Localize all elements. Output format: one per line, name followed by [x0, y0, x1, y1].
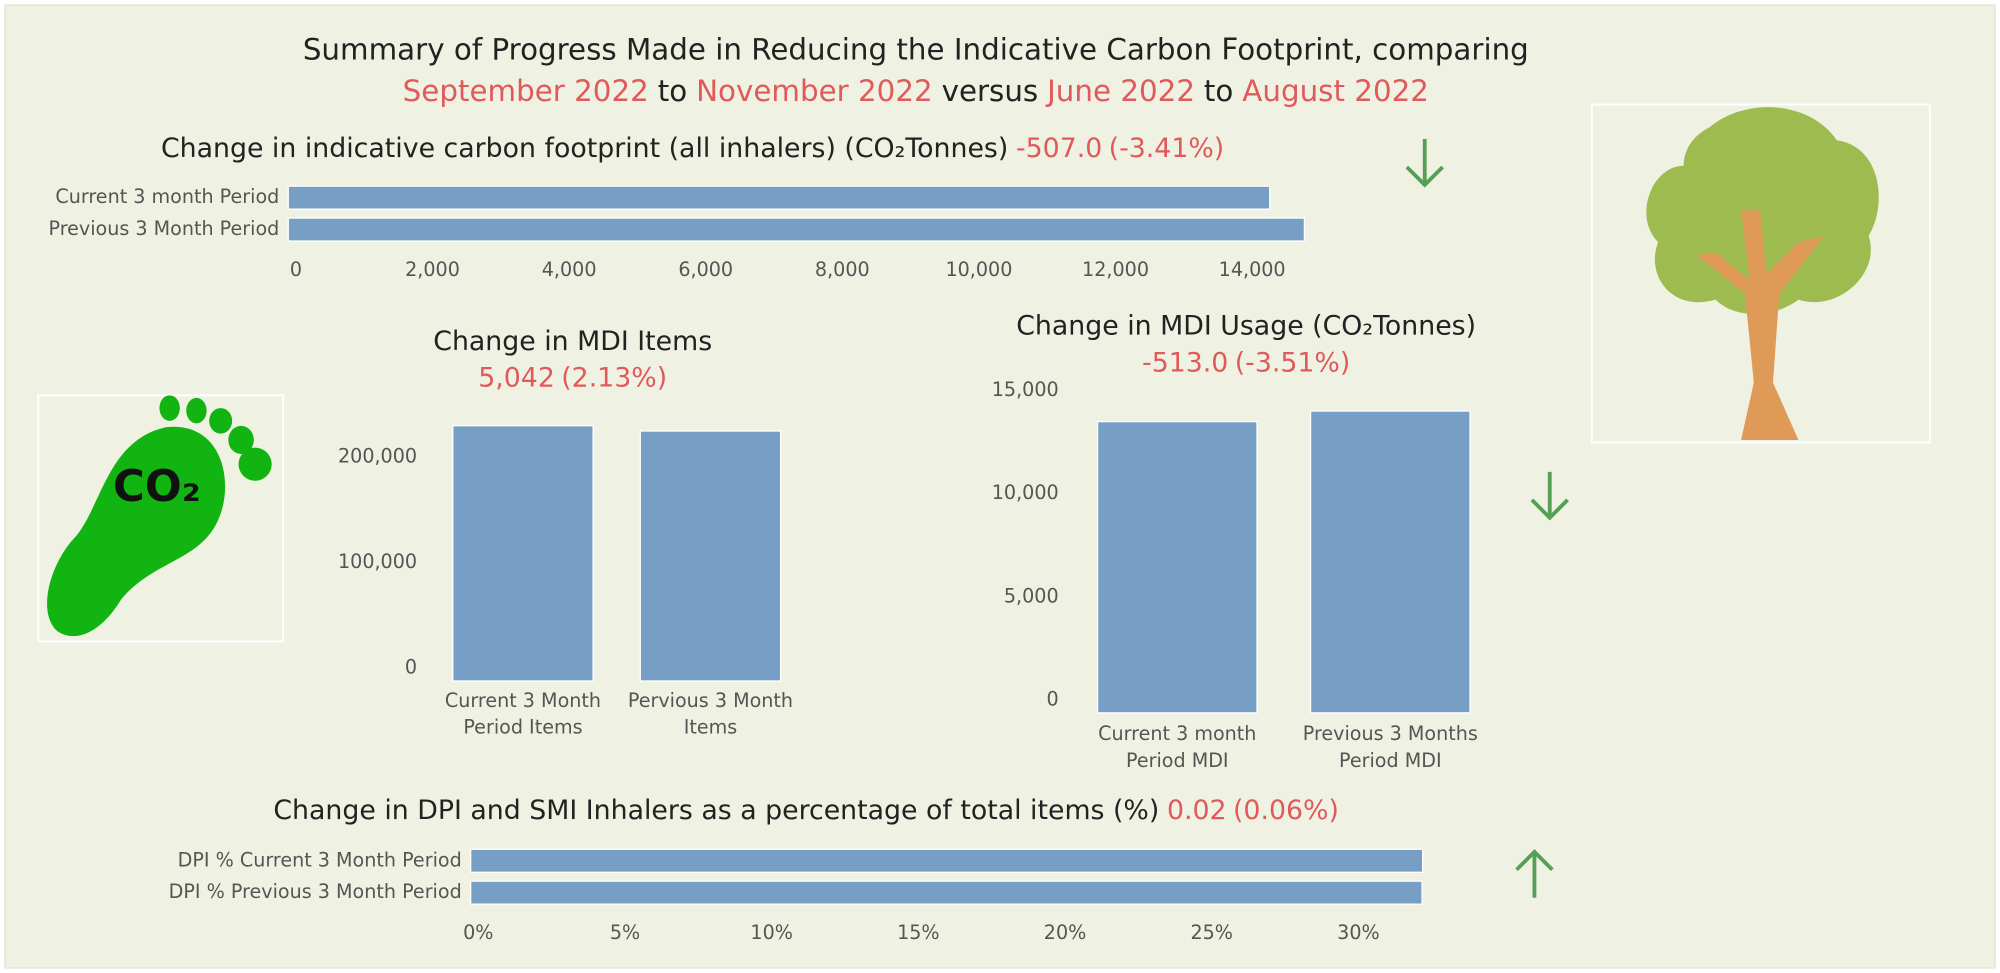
- x-tick-label: 25%: [1190, 921, 1233, 944]
- category-label: Pervious 3 Month: [628, 689, 793, 712]
- category-label: Previous 3 Month Period: [48, 217, 279, 240]
- category-label: Previous 3 Months: [1303, 722, 1478, 745]
- x-tick-label: 10,000: [945, 258, 1012, 281]
- category-label: Period MDI: [1126, 749, 1229, 772]
- change-value: -507.0: [1016, 133, 1102, 164]
- chart-change: -513.0(-3.51%): [1142, 347, 1350, 378]
- title-part: to: [1204, 73, 1233, 107]
- x-tick-label: 2,000: [405, 258, 460, 281]
- change-value: -513.0: [1142, 347, 1228, 378]
- x-tick-label: 15%: [897, 921, 940, 944]
- page: Summary of Progress Made in Reducing the…: [0, 0, 2000, 973]
- title-part: versus: [942, 73, 1039, 107]
- chart-title-text: Change in DPI and SMI Inhalers as a perc…: [273, 795, 1159, 826]
- x-tick-label: 12,000: [1082, 258, 1149, 281]
- change-pct: (-3.51%): [1235, 347, 1351, 378]
- x-tick-label: 20%: [1044, 921, 1087, 944]
- title-part: August 2022: [1242, 73, 1429, 107]
- chart-title: Change in MDI Items: [433, 325, 712, 356]
- bar: [471, 849, 1423, 872]
- x-tick-label: 10%: [750, 921, 793, 944]
- bar: [640, 431, 780, 681]
- bar: [288, 218, 1304, 241]
- change-value: 5,042: [478, 362, 555, 393]
- y-tick-label: 200,000: [338, 445, 417, 468]
- title-part: to: [658, 73, 687, 107]
- category-label: Current 3 month: [1098, 722, 1256, 745]
- bar: [471, 881, 1422, 904]
- y-tick-label: 10,000: [992, 481, 1059, 504]
- change-pct: (-3.41%): [1109, 133, 1225, 164]
- chart-title: Change in indicative carbon footprint (a…: [161, 133, 1224, 164]
- category-label: Period MDI: [1339, 749, 1442, 772]
- y-tick-label: 15,000: [992, 378, 1059, 401]
- bar: [1098, 422, 1257, 713]
- chart-title: Change in DPI and SMI Inhalers as a perc…: [273, 795, 1339, 826]
- x-tick-label: 5%: [610, 921, 640, 944]
- dashboard: Summary of Progress Made in Reducing the…: [0, 0, 2000, 973]
- change-value: 0.02: [1167, 795, 1227, 826]
- y-tick-label: 0: [1047, 688, 1059, 711]
- category-label: Period Items: [463, 716, 582, 739]
- bar: [288, 186, 1269, 209]
- x-tick-label: 0%: [463, 921, 493, 944]
- x-tick-label: 8,000: [815, 258, 870, 281]
- bar: [1311, 411, 1470, 713]
- change-pct: (0.06%): [1233, 795, 1339, 826]
- y-tick-label: 0: [405, 656, 417, 679]
- title-part: November 2022: [696, 73, 933, 107]
- change-pct: (2.13%): [561, 362, 667, 393]
- chart-title-text: Change in indicative carbon footprint (a…: [161, 133, 1008, 164]
- x-tick-label: 6,000: [678, 258, 733, 281]
- category-label: Items: [684, 716, 738, 739]
- x-tick-label: 14,000: [1219, 258, 1286, 281]
- tree-image: [1592, 105, 1930, 443]
- chart-title-text: Change in MDI Usage (CO₂Tonnes): [1016, 310, 1476, 341]
- footprint-label: CO₂: [113, 462, 201, 512]
- footprint-image: CO₂: [38, 395, 283, 641]
- x-tick-label: 4,000: [542, 258, 597, 281]
- chart-title: Change in MDI Usage (CO₂Tonnes): [1016, 310, 1476, 341]
- category-label: Current 3 month Period: [55, 185, 279, 208]
- x-tick-label: 30%: [1337, 921, 1380, 944]
- y-tick-label: 100,000: [338, 550, 417, 573]
- category-label: DPI % Current 3 Month Period: [178, 848, 462, 871]
- x-tick-label: 0: [290, 258, 302, 281]
- title-part: September 2022: [403, 73, 649, 107]
- chart-title-text: Change in MDI Items: [433, 325, 712, 356]
- y-tick-label: 5,000: [1004, 584, 1059, 607]
- title-part: June 2022: [1045, 73, 1195, 107]
- title-line1: Summary of Progress Made in Reducing the…: [303, 33, 1529, 67]
- category-label: DPI % Previous 3 Month Period: [169, 880, 462, 903]
- chart-change: 5,042(2.13%): [478, 362, 667, 393]
- bar: [453, 426, 593, 681]
- category-label: Current 3 Month: [445, 689, 601, 712]
